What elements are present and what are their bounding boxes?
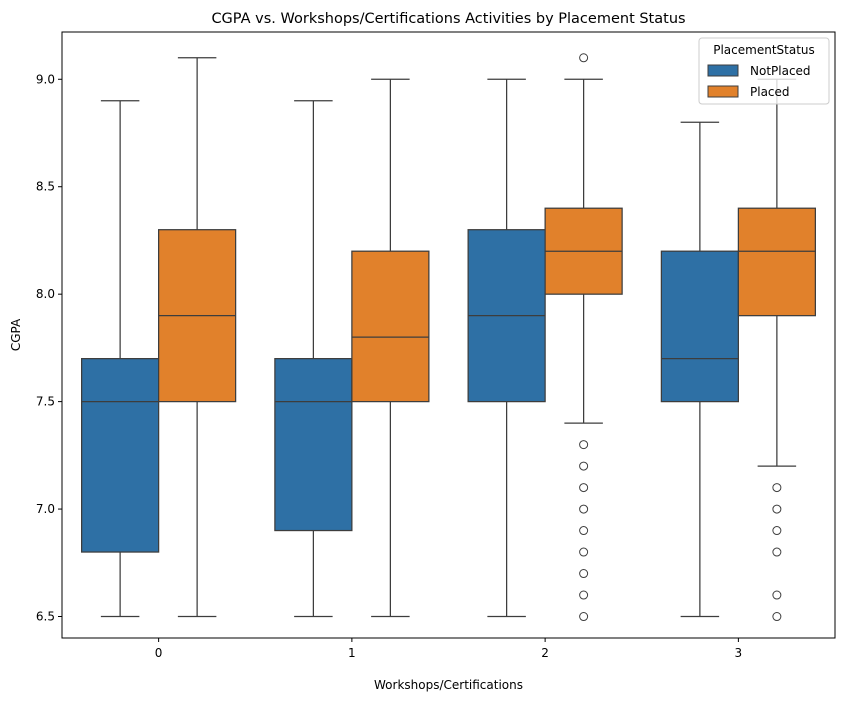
plot-area-frame bbox=[61, 31, 836, 639]
box-group bbox=[81, 53, 816, 622]
outlier-point-placed bbox=[579, 547, 589, 557]
outlier-point-placed bbox=[772, 483, 782, 493]
outlier-point-placed bbox=[579, 569, 589, 579]
outlier-point-placed bbox=[579, 440, 589, 450]
y-tick-label: 7.0 bbox=[36, 502, 55, 516]
x-axis-title: Workshops/Certifications bbox=[374, 678, 523, 692]
outlier-point-placed bbox=[772, 526, 782, 536]
y-tick-label: 8.5 bbox=[36, 180, 55, 194]
box-notplaced-1 bbox=[274, 358, 353, 532]
legend-label-notplaced: NotPlaced bbox=[750, 64, 811, 78]
outlier-point-placed bbox=[579, 504, 589, 514]
legend-swatch-placed bbox=[707, 85, 739, 98]
outlier-point-placed bbox=[772, 612, 782, 622]
x-tick-label: 3 bbox=[735, 646, 743, 660]
x-tick-label: 0 bbox=[155, 646, 163, 660]
outlier-point-placed bbox=[579, 53, 589, 63]
y-tick-label: 6.5 bbox=[36, 610, 55, 624]
x-axis: 0 1 2 3 bbox=[155, 638, 742, 660]
box-notplaced-3 bbox=[660, 250, 739, 403]
y-axis: 6.5 7.0 7.5 8.0 8.5 9.0 bbox=[36, 72, 62, 624]
legend-title: PlacementStatus bbox=[713, 43, 815, 57]
outlier-point-placed bbox=[579, 461, 589, 471]
outlier-point-placed bbox=[772, 590, 782, 600]
outlier-point-placed bbox=[772, 504, 782, 514]
y-tick-label: 7.5 bbox=[36, 395, 55, 409]
box-placed-1 bbox=[351, 250, 430, 403]
outlier-point-placed bbox=[772, 547, 782, 557]
outlier-point-placed bbox=[579, 590, 589, 600]
outlier-point-placed bbox=[579, 526, 589, 536]
outlier-point-placed bbox=[579, 612, 589, 622]
legend: PlacementStatus NotPlaced Placed bbox=[698, 37, 830, 105]
x-tick-label: 1 bbox=[348, 646, 356, 660]
box-placed-3 bbox=[737, 207, 816, 317]
legend-label-placed: Placed bbox=[750, 85, 790, 99]
box-notplaced-0 bbox=[81, 358, 160, 553]
outlier-point-placed bbox=[579, 483, 589, 493]
x-tick-label: 2 bbox=[541, 646, 549, 660]
legend-swatch-notplaced bbox=[707, 64, 739, 77]
y-tick-label: 9.0 bbox=[36, 72, 55, 86]
chart-title: CGPA vs. Workshops/Certifications Activi… bbox=[211, 11, 685, 27]
y-tick-label: 8.0 bbox=[36, 287, 55, 301]
y-axis-title: CGPA bbox=[9, 318, 23, 351]
